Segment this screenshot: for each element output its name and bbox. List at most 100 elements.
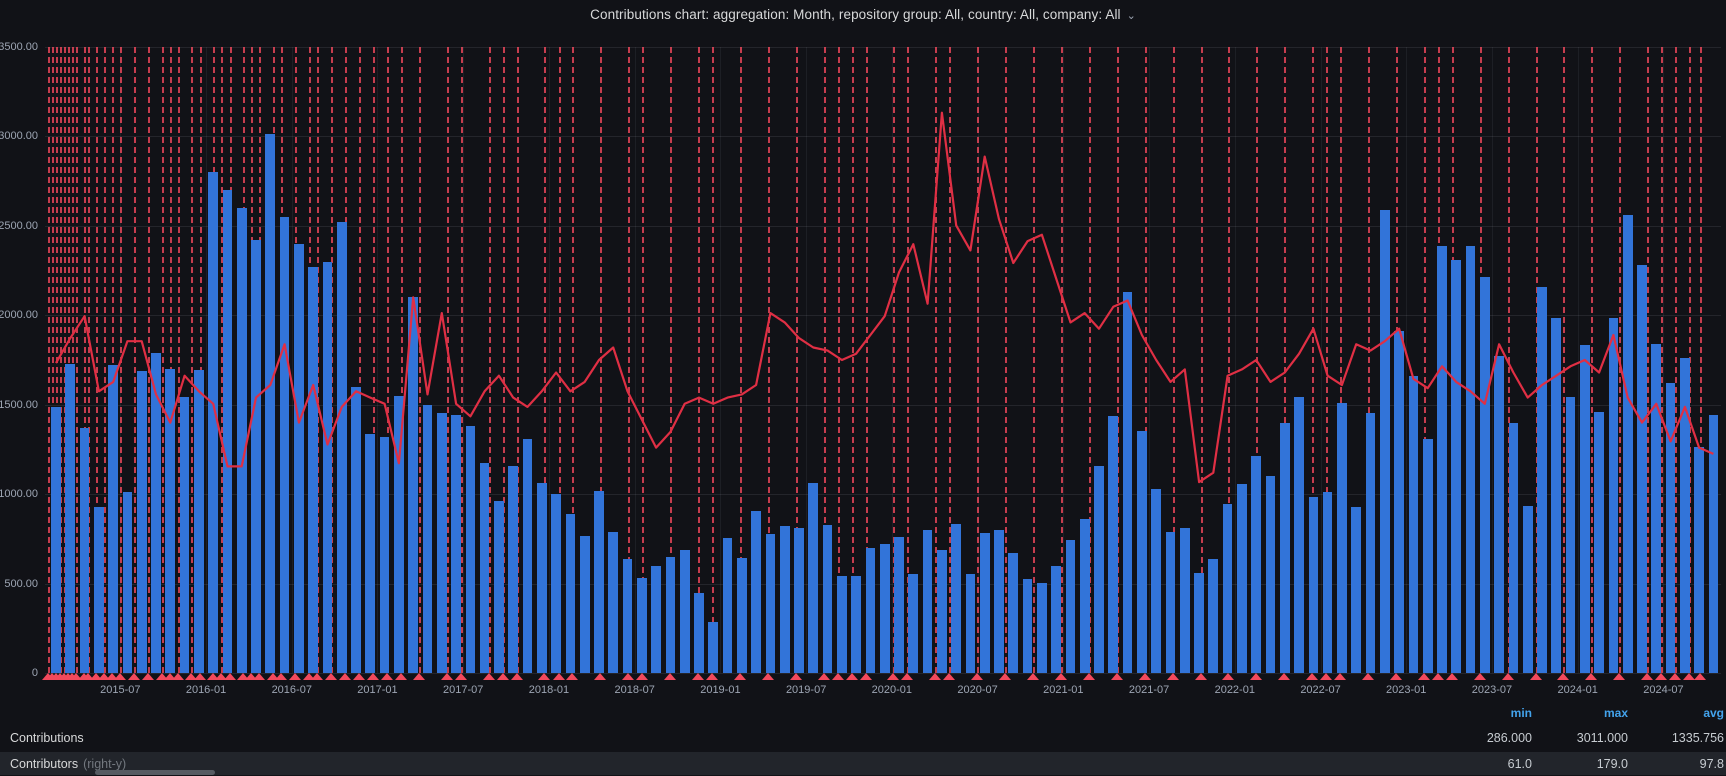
bar-2023-04[interactable] [1451,259,1462,673]
annotation-marker-icon[interactable] [1669,673,1682,680]
annotation-marker-icon[interactable] [817,673,830,680]
annotation-line[interactable] [823,47,826,673]
bar-2020-12[interactable] [1051,565,1062,673]
annotation-marker-icon[interactable] [594,673,607,680]
annotation-line[interactable] [1312,47,1315,673]
annotation-marker-icon[interactable] [185,673,198,680]
annotation-marker-icon[interactable] [245,673,258,680]
annotation-line[interactable] [161,47,164,673]
bar-2015-09[interactable] [151,352,161,673]
annotation-marker-icon[interactable] [1613,673,1626,680]
bar-2022-04[interactable] [1279,422,1290,673]
annotation-line[interactable] [103,47,106,673]
bar-2023-08[interactable] [1508,422,1519,673]
panel-header[interactable]: Contributions chart: aggregation: Month,… [0,0,1726,28]
bar-2019-09[interactable] [836,575,847,673]
bar-2020-10[interactable] [1022,579,1033,673]
bar-2018-08[interactable] [651,565,661,673]
bar-2021-05[interactable] [1122,292,1133,673]
annotation-marker-icon[interactable] [691,673,704,680]
bar-2015-03[interactable] [65,363,76,673]
annotation-line[interactable] [1700,47,1703,673]
bar-2017-11[interactable] [522,438,533,673]
bar-2024-03[interactable] [1608,317,1619,673]
annotation-marker-icon[interactable] [215,673,228,680]
bar-2017-02[interactable] [394,395,404,673]
annotation-line[interactable] [177,47,180,673]
bar-2017-01[interactable] [379,436,390,673]
annotation-line[interactable] [558,47,561,673]
bar-2021-03[interactable] [1094,465,1104,673]
bar-2017-06[interactable] [451,415,461,673]
bar-2018-04[interactable] [594,490,604,673]
bar-2018-02[interactable] [565,513,576,673]
annotation-line[interactable] [837,47,840,673]
annotation-marker-icon[interactable] [1655,673,1668,680]
bar-2022-09[interactable] [1351,506,1362,673]
annotation-marker-icon[interactable] [887,673,900,680]
annotation-line[interactable] [1033,47,1035,673]
annotation-line[interactable] [1689,47,1692,673]
annotation-line[interactable] [1228,47,1231,673]
annotation-marker-icon[interactable] [171,673,184,680]
bar-2017-04[interactable] [422,404,433,673]
annotation-marker-icon[interactable] [1082,673,1095,680]
annotation-marker-icon[interactable] [267,673,280,680]
annotation-marker-icon[interactable] [325,673,338,680]
bar-2021-09[interactable] [1179,528,1190,673]
legend-row-contributors[interactable]: Contributors (right-y) 61.0 179.0 97.8 [0,752,1726,775]
annotation-marker-icon[interactable] [440,673,453,680]
bar-2024-02[interactable] [1594,411,1604,673]
annotation-marker-icon[interactable] [999,673,1012,680]
bar-2024-06[interactable] [1651,343,1662,673]
bar-2022-01[interactable] [1237,484,1247,673]
bar-2020-07[interactable] [979,532,990,673]
annotation-marker-icon[interactable] [733,673,746,680]
bar-2022-11[interactable] [1379,209,1390,673]
annotation-line[interactable] [600,47,603,673]
bar-2016-07[interactable] [294,243,304,673]
annotation-line[interactable] [907,47,910,673]
annotation-line[interactable] [48,47,51,673]
annotation-line[interactable] [865,47,868,673]
bar-2024-08[interactable] [1679,358,1690,673]
bar-2019-07[interactable] [808,483,819,673]
annotation-marker-icon[interactable] [141,673,154,680]
annotation-marker-icon[interactable] [510,673,523,680]
annotation-marker-icon[interactable] [1362,673,1375,680]
annotation-line[interactable] [935,47,938,673]
annotation-line[interactable] [52,47,55,673]
annotation-line[interactable] [516,47,519,673]
bar-2015-11[interactable] [179,396,190,673]
annotation-line[interactable] [372,47,375,673]
bar-2016-04[interactable] [251,240,261,673]
bar-2023-02[interactable] [1422,438,1433,673]
annotation-marker-icon[interactable] [353,673,366,680]
bar-2019-12[interactable] [879,544,890,673]
annotation-marker-icon[interactable] [1138,673,1151,680]
annotation-marker-icon[interactable] [303,673,316,680]
bar-2024-09[interactable] [1694,446,1704,673]
annotation-marker-icon[interactable] [622,673,635,680]
bar-2023-01[interactable] [1408,376,1419,673]
annotation-marker-icon[interactable] [1694,673,1707,680]
legend-label-contributors[interactable]: Contributors [10,756,79,771]
annotation-marker-icon[interactable] [237,673,250,680]
annotation-line[interactable] [977,47,980,673]
bar-2015-02[interactable] [51,406,61,673]
bar-2020-04[interactable] [937,549,947,673]
bar-2023-12[interactable] [1565,396,1576,673]
bar-2020-05[interactable] [951,523,961,673]
annotation-marker-icon[interactable] [289,673,302,680]
annotation-marker-icon[interactable] [1306,673,1319,680]
bar-2016-09[interactable] [322,261,333,673]
annotation-marker-icon[interactable] [664,673,677,680]
bar-2019-10[interactable] [851,576,861,673]
bar-2017-08[interactable] [479,462,490,673]
bar-2023-11[interactable] [1551,317,1562,673]
bar-2022-05[interactable] [1294,396,1304,673]
bar-2019-03[interactable] [751,511,761,673]
annotation-line[interactable] [1423,47,1426,673]
annotation-marker-icon[interactable] [482,673,495,680]
annotation-marker-icon[interactable] [496,673,509,680]
